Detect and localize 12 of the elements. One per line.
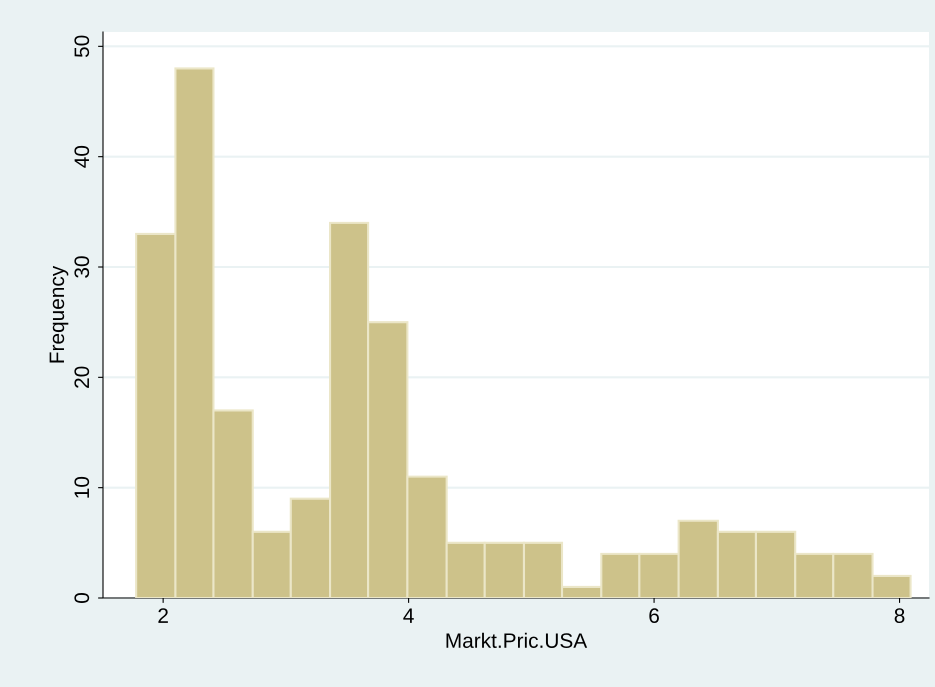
x-tick-label: 6 xyxy=(649,608,659,624)
x-tick-label: 8 xyxy=(894,608,904,624)
x-tick-label: 4 xyxy=(403,608,414,623)
y-tick-label: 0 xyxy=(74,593,90,603)
x-tick-label: 2 xyxy=(158,608,168,623)
y-tick-label: 20 xyxy=(74,366,90,388)
y-tick-label: 40 xyxy=(74,146,90,168)
y-axis-title: Frequency xyxy=(50,266,68,362)
y-tick-label: 30 xyxy=(74,256,90,278)
y-tick-label: 50 xyxy=(74,36,90,58)
x-axis-title: Markt.Pric.USA xyxy=(446,632,588,648)
y-tick-label: 10 xyxy=(74,476,90,498)
